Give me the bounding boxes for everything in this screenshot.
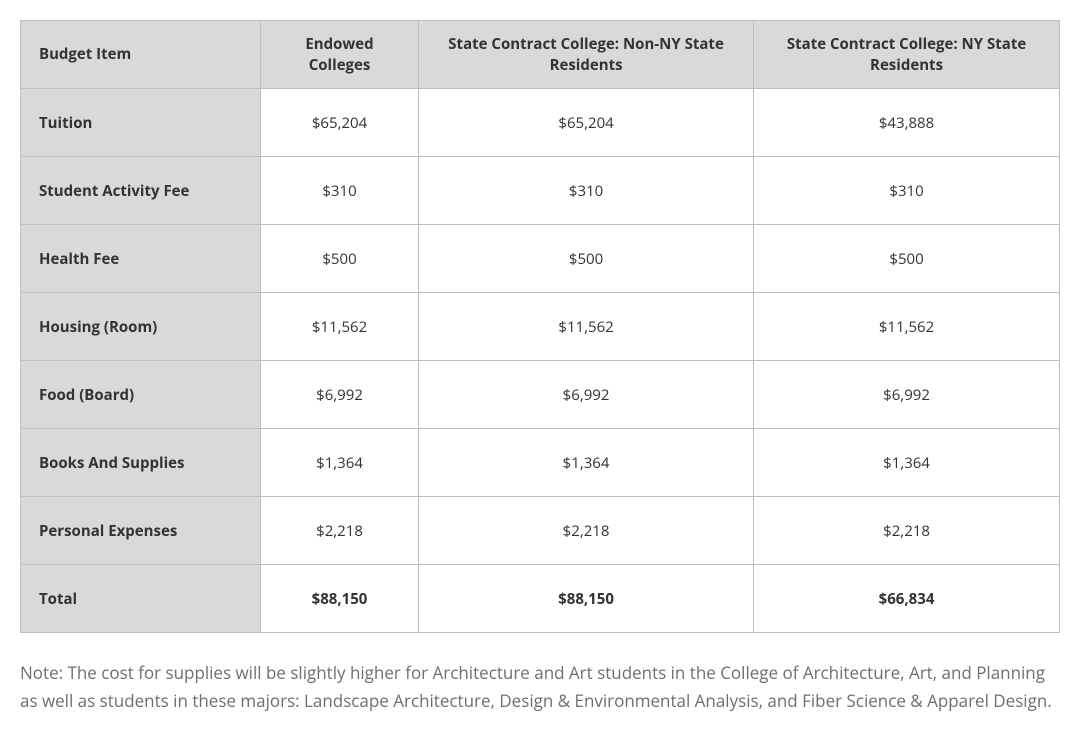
cost-table: Budget Item Endowed Colleges State Contr… (20, 20, 1060, 633)
cell-value: $65,204 (419, 89, 754, 157)
cell-value: $6,992 (754, 361, 1060, 429)
col-header-ny: State Contract College: NY State Residen… (754, 21, 1060, 89)
col-header-nonny: State Contract College: Non-NY State Res… (419, 21, 754, 89)
cell-value: $2,218 (261, 497, 419, 565)
cell-value: $1,364 (754, 429, 1060, 497)
cell-value: $6,992 (419, 361, 754, 429)
cell-value: $11,562 (419, 293, 754, 361)
cell-value: $88,150 (261, 565, 419, 633)
row-label: Health Fee (21, 225, 261, 293)
cell-value: $2,218 (419, 497, 754, 565)
cell-value: $500 (754, 225, 1060, 293)
cell-value: $2,218 (754, 497, 1060, 565)
table-row: Tuition$65,204$65,204$43,888 (21, 89, 1060, 157)
cell-value: $310 (261, 157, 419, 225)
cell-value: $310 (754, 157, 1060, 225)
col-header-endowed: Endowed Colleges (261, 21, 419, 89)
cell-value: $11,562 (261, 293, 419, 361)
cell-value: $310 (419, 157, 754, 225)
table-row: Total$88,150$88,150$66,834 (21, 565, 1060, 633)
row-label: Tuition (21, 89, 261, 157)
table-header-row: Budget Item Endowed Colleges State Contr… (21, 21, 1060, 89)
row-label: Student Activity Fee (21, 157, 261, 225)
cell-value: $500 (261, 225, 419, 293)
cell-value: $1,364 (419, 429, 754, 497)
cell-value: $65,204 (261, 89, 419, 157)
cell-value: $500 (419, 225, 754, 293)
row-label: Personal Expenses (21, 497, 261, 565)
col-header-budget-item: Budget Item (21, 21, 261, 89)
row-label: Housing (Room) (21, 293, 261, 361)
table-row: Food (Board)$6,992$6,992$6,992 (21, 361, 1060, 429)
row-label: Food (Board) (21, 361, 261, 429)
cell-value: $11,562 (754, 293, 1060, 361)
cell-value: $1,364 (261, 429, 419, 497)
footnote: Note: The cost for supplies will be slig… (20, 659, 1060, 715)
table-row: Housing (Room)$11,562$11,562$11,562 (21, 293, 1060, 361)
table-body: Tuition$65,204$65,204$43,888Student Acti… (21, 89, 1060, 633)
cell-value: $6,992 (261, 361, 419, 429)
table-row: Personal Expenses$2,218$2,218$2,218 (21, 497, 1060, 565)
table-row: Books And Supplies$1,364$1,364$1,364 (21, 429, 1060, 497)
table-row: Health Fee$500$500$500 (21, 225, 1060, 293)
cell-value: $43,888 (754, 89, 1060, 157)
table-row: Student Activity Fee$310$310$310 (21, 157, 1060, 225)
cell-value: $66,834 (754, 565, 1060, 633)
row-label: Books And Supplies (21, 429, 261, 497)
cell-value: $88,150 (419, 565, 754, 633)
row-label: Total (21, 565, 261, 633)
